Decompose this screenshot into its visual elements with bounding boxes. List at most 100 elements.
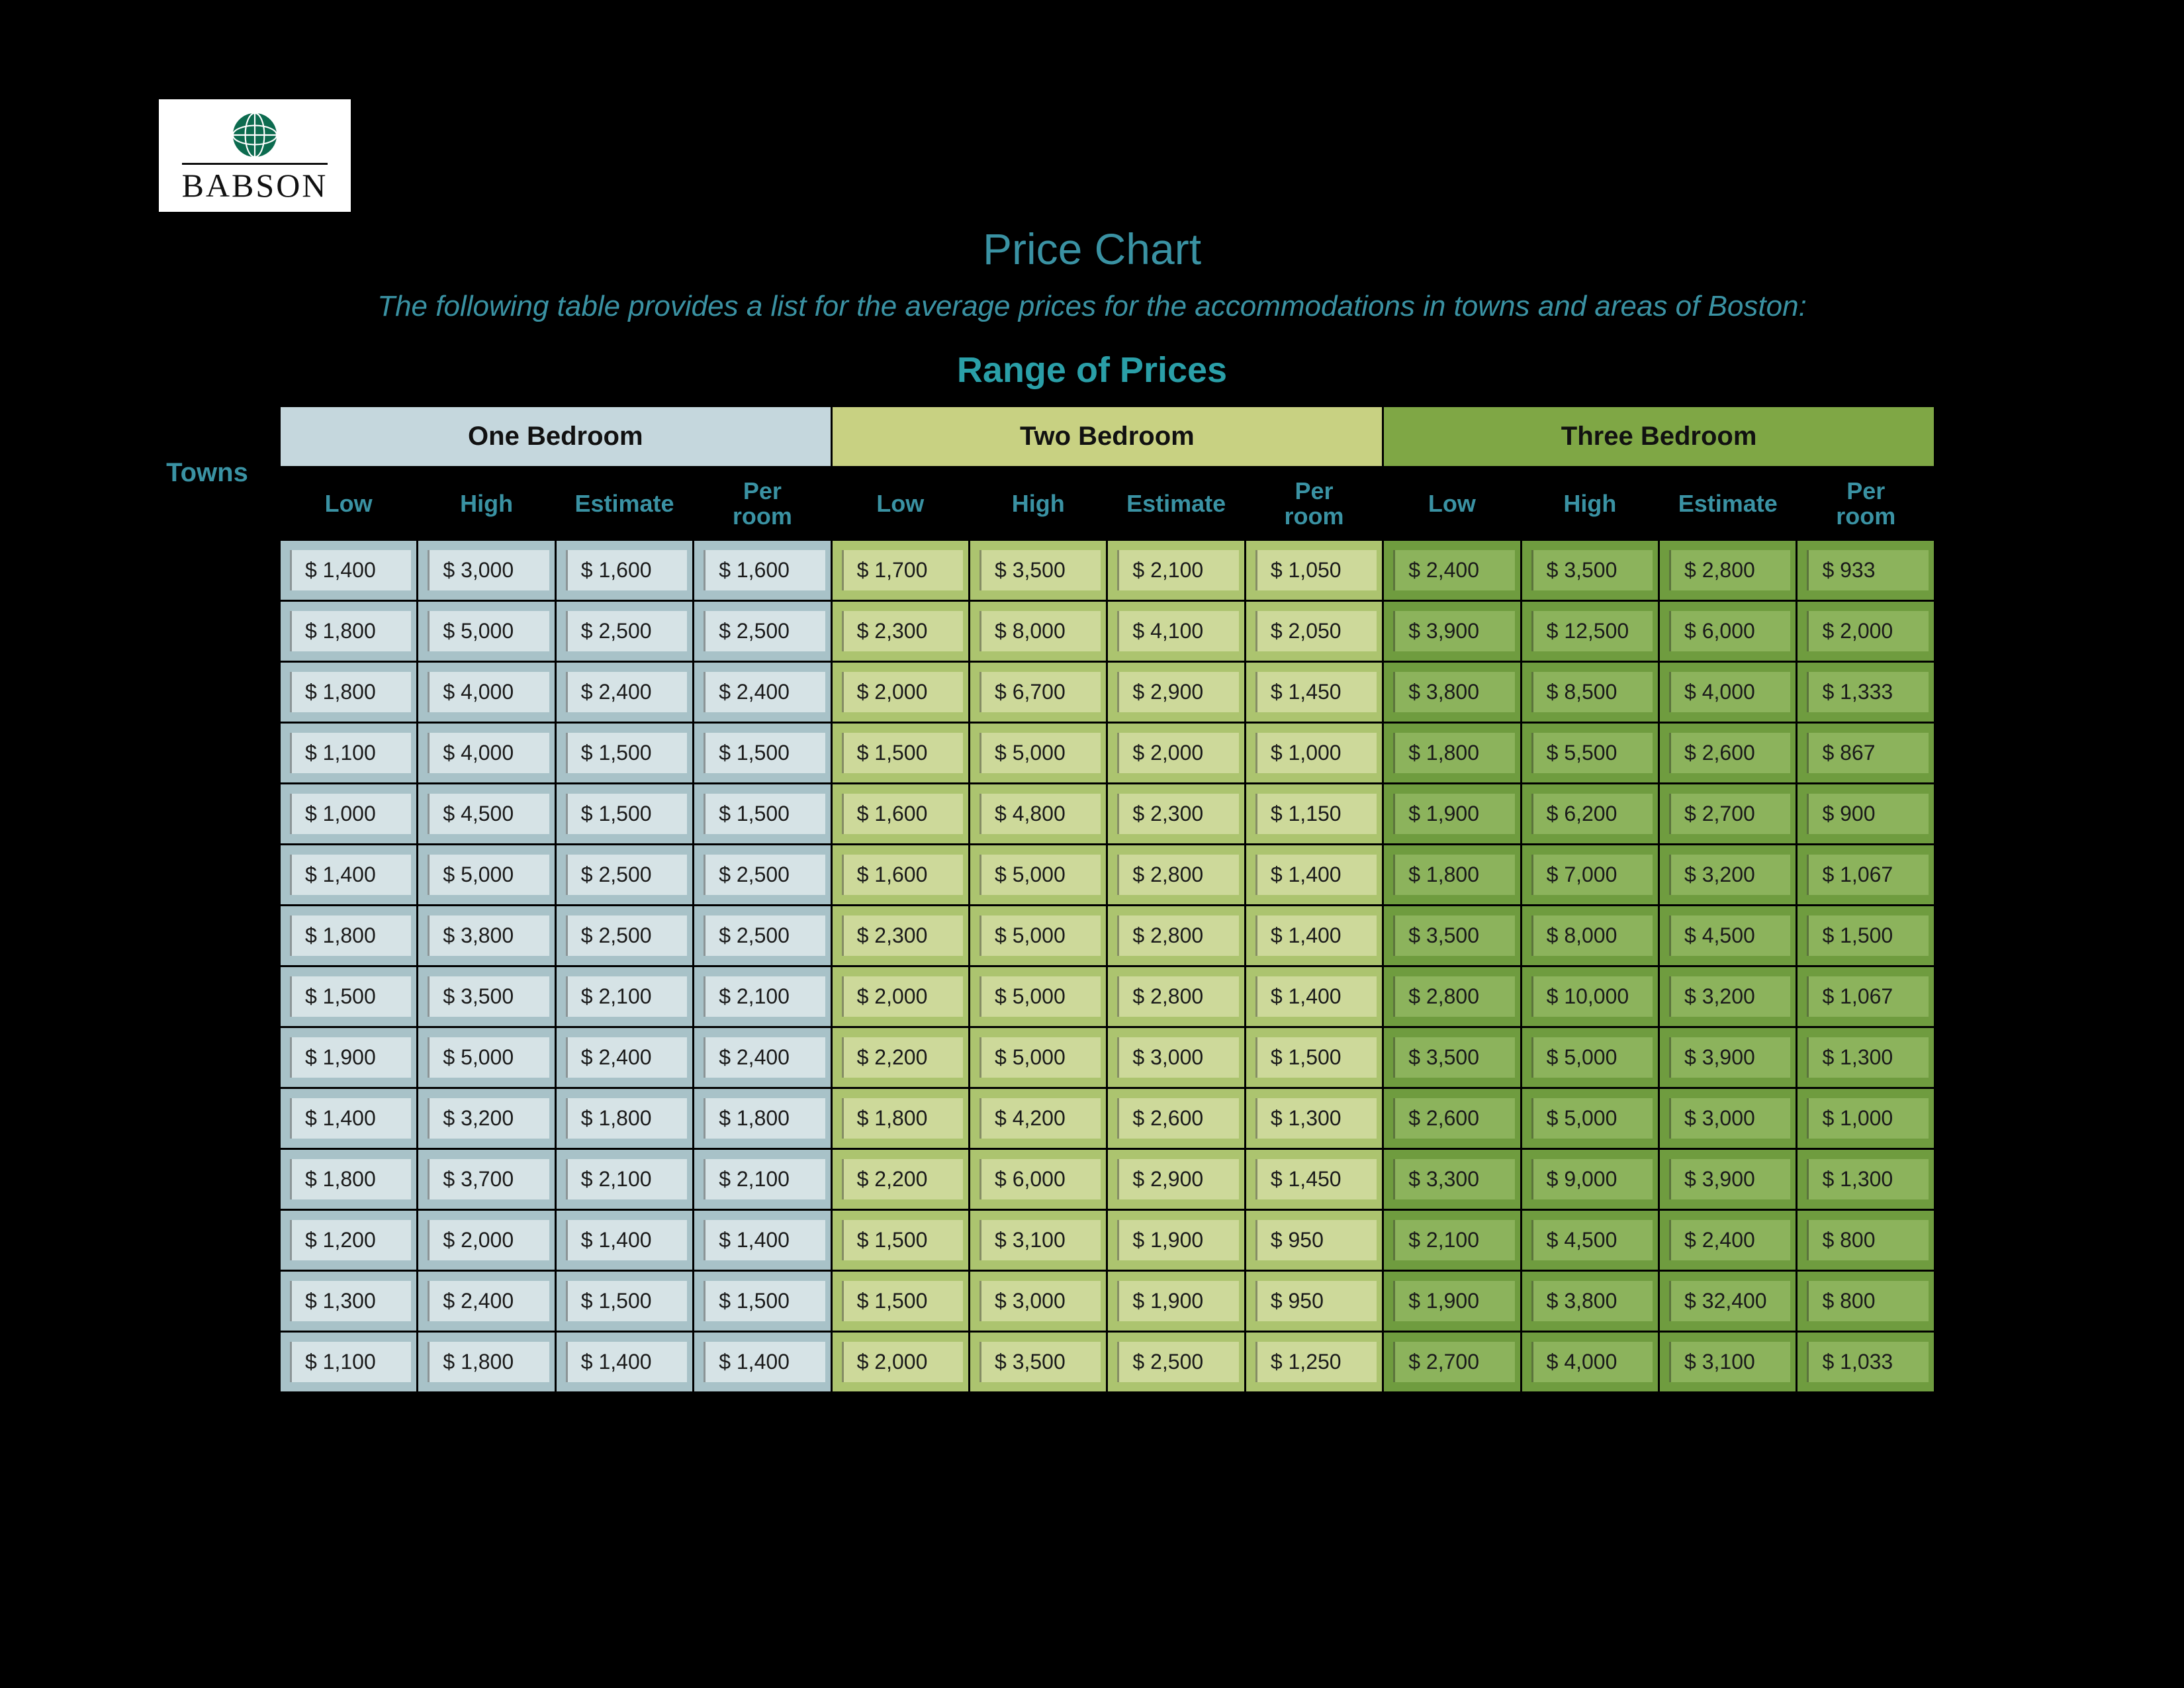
price-value: $ 6,000 — [1669, 611, 1790, 651]
price-value: $ 2,400 — [566, 672, 687, 712]
price-value: $ 6,700 — [979, 672, 1101, 712]
price-table: Towns One Bedroom Two Bedroom Three Bedr… — [136, 405, 1936, 1393]
price-value: $ 1,000 — [290, 794, 411, 834]
price-value: $ 4,000 — [1669, 672, 1790, 712]
price-value: $ 1,900 — [290, 1037, 411, 1078]
towns-header: Towns — [136, 406, 279, 540]
price-cell: $ 2,900 — [1107, 662, 1245, 723]
price-value: $ 3,500 — [1531, 550, 1653, 590]
price-value: $ 1,400 — [290, 855, 411, 895]
price-value: $ 3,100 — [979, 1220, 1101, 1260]
sub-header: Perroom — [694, 467, 831, 540]
price-value: $ 5,000 — [428, 855, 549, 895]
price-cell: $ 2,050 — [1245, 601, 1383, 662]
price-cell: $ 1,800 — [831, 1088, 969, 1149]
sub-header-row: LowHighEstimatePerroomLowHighEstimatePer… — [136, 467, 1935, 540]
price-value: $ 2,400 — [1393, 550, 1514, 590]
sub-header: Low — [279, 467, 417, 540]
price-value: $ 2,100 — [1393, 1220, 1514, 1260]
price-value: $ 4,500 — [1669, 915, 1790, 956]
price-value: $ 2,800 — [1117, 976, 1238, 1017]
price-cell: $ 5,000 — [970, 723, 1107, 784]
price-cell: $ 3,500 — [970, 540, 1107, 601]
price-value: $ 8,000 — [979, 611, 1101, 651]
price-value: $ 5,000 — [979, 1037, 1101, 1078]
price-value: $ 2,600 — [1117, 1098, 1238, 1139]
sub-header: Low — [1383, 467, 1521, 540]
price-cell: $ 1,100 — [279, 723, 417, 784]
price-cell: $ 1,500 — [1245, 1027, 1383, 1088]
price-cell: $ 1,333 — [1797, 662, 1935, 723]
price-cell: $ 1,000 — [1797, 1088, 1935, 1149]
price-value: $ 3,000 — [1117, 1037, 1238, 1078]
price-cell: $ 2,100 — [555, 966, 693, 1027]
towns-cell — [136, 540, 279, 601]
logo: BABSON — [159, 99, 351, 212]
price-value: $ 2,100 — [566, 976, 687, 1017]
price-cell: $ 2,600 — [1383, 1088, 1521, 1149]
price-cell: $ 2,500 — [1107, 1332, 1245, 1393]
price-cell: $ 6,200 — [1521, 784, 1659, 845]
price-value: $ 2,300 — [1117, 794, 1238, 834]
price-cell: $ 5,000 — [1521, 1088, 1659, 1149]
price-value: $ 2,100 — [704, 976, 825, 1017]
price-cell: $ 1,067 — [1797, 966, 1935, 1027]
towns-cell — [136, 784, 279, 845]
price-cell: $ 1,450 — [1245, 1149, 1383, 1210]
price-value: $ 2,800 — [1117, 915, 1238, 956]
price-value: $ 1,700 — [842, 550, 963, 590]
price-value: $ 2,900 — [1117, 1159, 1238, 1199]
price-value: $ 3,100 — [1669, 1342, 1790, 1382]
price-value: $ 2,000 — [842, 1342, 963, 1382]
price-cell: $ 1,000 — [1245, 723, 1383, 784]
page-subtitle: The following table provides a list for … — [0, 290, 2184, 323]
section-header-one-bedroom: One Bedroom — [279, 406, 831, 467]
sub-header: Estimate — [555, 467, 693, 540]
price-value: $ 1,033 — [1807, 1342, 1929, 1382]
price-cell: $ 1,800 — [279, 906, 417, 966]
price-cell: $ 1,800 — [279, 662, 417, 723]
price-cell: $ 6,700 — [970, 662, 1107, 723]
table-row: $ 1,100$ 1,800$ 1,400$ 1,400$ 2,000$ 3,5… — [136, 1332, 1935, 1393]
price-cell: $ 5,000 — [970, 845, 1107, 906]
price-cell: $ 950 — [1245, 1210, 1383, 1271]
price-cell: $ 1,500 — [831, 1271, 969, 1332]
price-cell: $ 1,900 — [1107, 1210, 1245, 1271]
table-row: $ 1,900$ 5,000$ 2,400$ 2,400$ 2,200$ 5,0… — [136, 1027, 1935, 1088]
price-value: $ 1,400 — [704, 1342, 825, 1382]
price-cell: $ 3,300 — [1383, 1149, 1521, 1210]
price-cell: $ 1,500 — [555, 784, 693, 845]
price-value: $ 1,800 — [704, 1098, 825, 1139]
price-cell: $ 2,800 — [1383, 966, 1521, 1027]
section-header-row: Towns One Bedroom Two Bedroom Three Bedr… — [136, 406, 1935, 467]
price-cell: $ 5,000 — [970, 906, 1107, 966]
price-value: $ 1,900 — [1117, 1220, 1238, 1260]
towns-cell — [136, 1271, 279, 1332]
price-value: $ 1,500 — [1807, 915, 1929, 956]
price-cell: $ 1,800 — [694, 1088, 831, 1149]
price-cell: $ 8,500 — [1521, 662, 1659, 723]
towns-cell — [136, 906, 279, 966]
price-value: $ 1,400 — [1255, 855, 1377, 895]
price-value: $ 5,000 — [1531, 1037, 1653, 1078]
price-cell: $ 4,800 — [970, 784, 1107, 845]
price-value: $ 4,500 — [1531, 1220, 1653, 1260]
price-value: $ 3,500 — [1393, 1037, 1514, 1078]
towns-cell — [136, 966, 279, 1027]
price-cell: $ 1,600 — [694, 540, 831, 601]
price-cell: $ 4,200 — [970, 1088, 1107, 1149]
price-cell: $ 2,100 — [1383, 1210, 1521, 1271]
price-cell: $ 10,000 — [1521, 966, 1659, 1027]
towns-cell — [136, 1332, 279, 1393]
price-cell: $ 2,600 — [1659, 723, 1797, 784]
price-value: $ 2,100 — [566, 1159, 687, 1199]
price-cell: $ 3,900 — [1659, 1027, 1797, 1088]
price-cell: $ 1,500 — [1797, 906, 1935, 966]
table-row: $ 1,400$ 3,000$ 1,600$ 1,600$ 1,700$ 3,5… — [136, 540, 1935, 601]
price-value: $ 1,250 — [1255, 1342, 1377, 1382]
price-value: $ 5,000 — [1531, 1098, 1653, 1139]
price-cell: $ 1,900 — [1107, 1271, 1245, 1332]
price-value: $ 2,900 — [1117, 672, 1238, 712]
price-cell: $ 933 — [1797, 540, 1935, 601]
price-value: $ 1,800 — [290, 611, 411, 651]
